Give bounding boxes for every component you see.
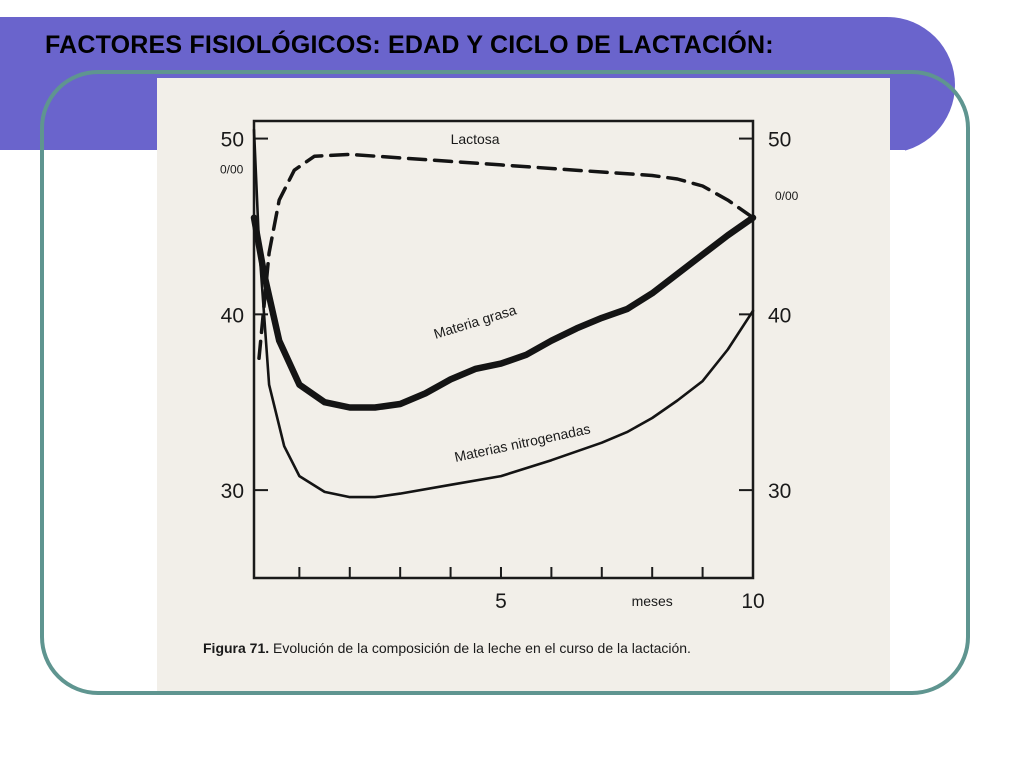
slide-title: FACTORES FISIOLÓGICOS: EDAD Y CICLO DE L… — [45, 31, 774, 59]
plot-frame — [252, 119, 755, 580]
materia-grasa-line — [250, 214, 757, 411]
materias-nitrogenadas-line — [252, 128, 755, 499]
y-unit-right: 0/00 — [775, 189, 799, 203]
y-tick-label-right: 40 — [768, 304, 791, 327]
y-tick-label-left: 30 — [221, 480, 244, 503]
lactosa-label: Lactosa — [451, 131, 500, 147]
y-unit-left: 0/00 — [220, 163, 244, 177]
y-tick-label-right: 30 — [768, 480, 791, 503]
figure-caption-label: Figura 71. — [203, 640, 273, 656]
x-axis-label: meses — [632, 593, 673, 609]
lactosa-line — [257, 152, 755, 361]
figure-image: 5 10 meses 30 30 40 40 50 50 0/00 0/00 Lactosa Mater… — [157, 78, 890, 691]
materia-grasa-label: Materia grasa — [432, 301, 519, 341]
x-tick-label: 10 — [741, 590, 764, 613]
materias-nitrogenadas-label: Materias nitrogenadas — [453, 420, 592, 464]
y-tick-label-right: 50 — [768, 129, 791, 152]
figure-caption-text: Evolución de la composición de la leche … — [273, 640, 691, 656]
figure-caption: Figura 71. Evolución de la composición d… — [203, 640, 691, 656]
slide-frame — [40, 70, 970, 695]
y-tick-label-left: 40 — [221, 304, 244, 327]
y-tick-label-left: 50 — [221, 129, 244, 152]
lactation-chart: 5 10 meses 30 30 40 40 50 50 0/00 0/00 Lactosa Mater… — [203, 119, 799, 656]
x-tick-label: 5 — [495, 590, 507, 613]
